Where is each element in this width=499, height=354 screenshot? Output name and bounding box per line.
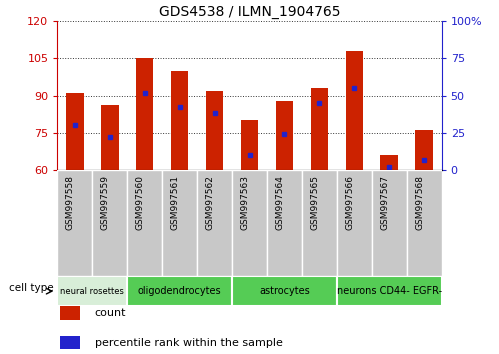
Bar [407,170,442,276]
Text: GSM997564: GSM997564 [275,175,284,230]
Bar [267,170,302,276]
Text: astrocytes: astrocytes [259,286,310,296]
Bar [337,276,442,306]
Text: percentile rank within the sample: percentile rank within the sample [95,337,283,348]
Text: GSM997559: GSM997559 [101,175,110,230]
Bar [136,58,154,170]
Bar [127,276,232,306]
Text: oligodendrocytes: oligodendrocytes [138,286,222,296]
Text: GSM997565: GSM997565 [310,175,319,230]
Text: GSM997566: GSM997566 [345,175,354,230]
Bar [345,51,363,170]
Bar [380,155,398,170]
Bar [57,276,127,306]
Text: GSM997561: GSM997561 [171,175,180,230]
Bar [310,88,328,170]
Bar [337,170,372,276]
Bar [197,170,232,276]
Bar [232,276,337,306]
Bar [66,93,84,170]
Bar [415,130,433,170]
Text: GSM997567: GSM997567 [380,175,389,230]
Bar [302,170,337,276]
Bar [127,170,162,276]
Bar [232,170,267,276]
Bar [92,170,127,276]
Text: GSM997563: GSM997563 [241,175,250,230]
Text: GSM997558: GSM997558 [66,175,75,230]
Text: neurons CD44- EGFR-: neurons CD44- EGFR- [337,286,442,296]
Text: GSM997560: GSM997560 [136,175,145,230]
Title: GDS4538 / ILMN_1904765: GDS4538 / ILMN_1904765 [159,5,340,19]
Text: count: count [95,308,126,318]
Bar [241,120,258,170]
Bar [206,91,224,170]
Text: GSM997562: GSM997562 [206,175,215,230]
Bar [162,170,197,276]
Bar [101,105,119,170]
Bar [171,71,189,170]
Text: neural rosettes: neural rosettes [60,287,124,296]
Bar [275,101,293,170]
Text: GSM997568: GSM997568 [415,175,424,230]
Bar [57,170,92,276]
Text: cell type: cell type [9,283,54,293]
Bar [60,306,80,320]
Bar [372,170,407,276]
Bar [60,336,80,349]
